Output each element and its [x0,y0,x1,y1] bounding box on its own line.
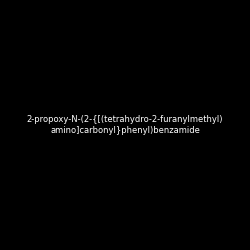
Text: 2-propoxy-N-(2-{[(tetrahydro-2-furanylmethyl)
amino]carbonyl}phenyl)benzamide: 2-propoxy-N-(2-{[(tetrahydro-2-furanylme… [27,115,223,135]
